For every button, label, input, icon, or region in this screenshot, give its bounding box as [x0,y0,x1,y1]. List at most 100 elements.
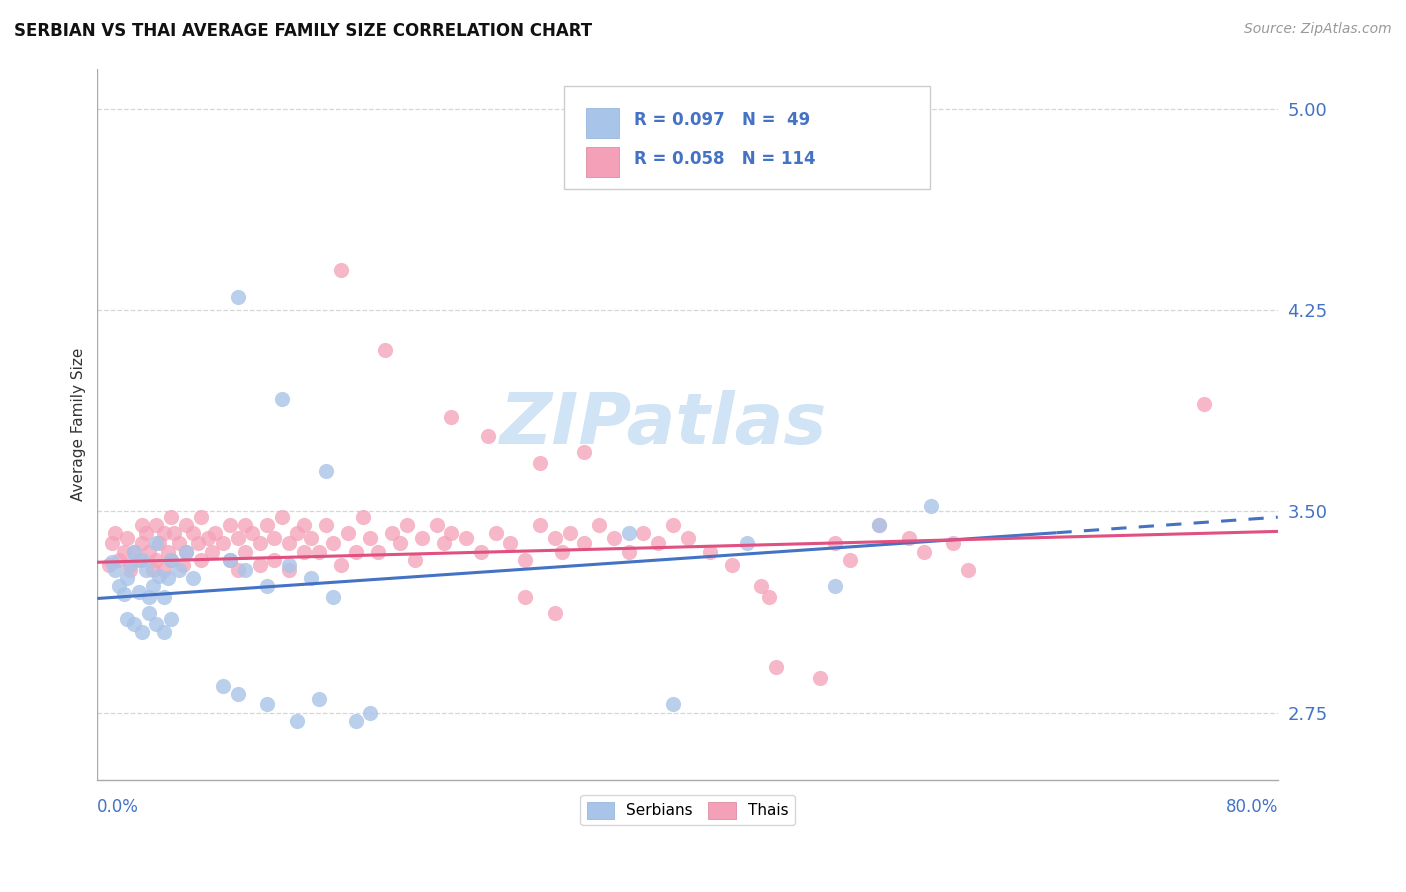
Point [160,552,183,566]
Point [142,563,165,577]
Point [157,544,180,558]
Point [145,552,167,566]
Point [128,584,150,599]
Point [270,392,292,406]
Point [131,625,153,640]
Point [115,612,138,626]
Point [456,531,478,545]
Point [112,544,135,558]
Point [897,531,920,545]
Point [912,544,935,558]
Point [152,525,174,540]
Text: SERBIAN VS THAI AVERAGE FAMILY SIZE CORRELATION CHART: SERBIAN VS THAI AVERAGE FAMILY SIZE CORR… [14,22,592,40]
Point [308,692,330,706]
Point [278,558,301,572]
Point [104,563,127,577]
Point [135,563,157,577]
Point [148,568,170,582]
Point [187,536,209,550]
Point [278,563,301,577]
Point [920,499,942,513]
Point [233,517,256,532]
Bar [586,108,619,138]
Point [374,343,396,358]
Point [440,525,463,540]
Point [292,544,315,558]
Point [135,525,157,540]
Point [699,544,721,558]
Point [299,531,322,545]
Point [263,552,285,566]
Point [322,536,344,550]
Point [396,517,419,532]
Point [515,552,537,566]
Point [131,517,153,532]
Point [551,544,574,558]
Point [190,552,212,566]
Point [152,590,174,604]
Text: ZIPatlas: ZIPatlas [501,390,828,458]
Point [824,536,846,550]
Point [824,579,846,593]
Legend: Serbians, Thais: Serbians, Thais [581,796,794,825]
Point [148,536,170,550]
Point [315,517,337,532]
Point [1192,397,1215,411]
Text: 0.0%: 0.0% [97,798,139,816]
Bar [586,147,619,177]
Point [558,525,581,540]
Point [233,544,256,558]
Point [381,525,404,540]
Point [256,517,278,532]
Point [485,525,508,540]
Point [322,590,344,604]
Point [226,563,249,577]
Point [101,536,124,550]
Point [735,536,758,550]
Point [226,290,249,304]
Point [765,660,787,674]
Text: R = 0.097   N =  49: R = 0.097 N = 49 [634,112,811,129]
Point [190,509,212,524]
Point [433,536,456,550]
Point [662,698,685,712]
Point [647,536,669,550]
Point [617,544,640,558]
Point [131,552,153,566]
Point [292,517,315,532]
Point [226,531,249,545]
Point [219,552,242,566]
Point [172,558,194,572]
Point [285,525,308,540]
Point [676,531,699,545]
FancyBboxPatch shape [564,87,929,189]
Point [388,536,411,550]
Point [588,517,610,532]
Point [115,531,138,545]
Point [352,509,374,524]
Point [299,571,322,585]
Point [128,552,150,566]
Point [145,617,167,632]
Point [122,617,145,632]
Point [426,517,449,532]
Point [104,525,127,540]
Point [122,544,145,558]
Point [240,525,263,540]
Point [108,579,131,593]
Point [256,698,278,712]
Point [329,262,352,277]
Point [152,625,174,640]
Text: R = 0.058   N = 114: R = 0.058 N = 114 [634,150,815,168]
Point [174,517,197,532]
Point [470,544,492,558]
Point [758,590,780,604]
Point [367,544,389,558]
Point [263,531,285,545]
Point [344,714,367,728]
Point [662,517,685,532]
Point [808,671,831,685]
Point [233,563,256,577]
Point [404,552,426,566]
Point [138,544,160,558]
